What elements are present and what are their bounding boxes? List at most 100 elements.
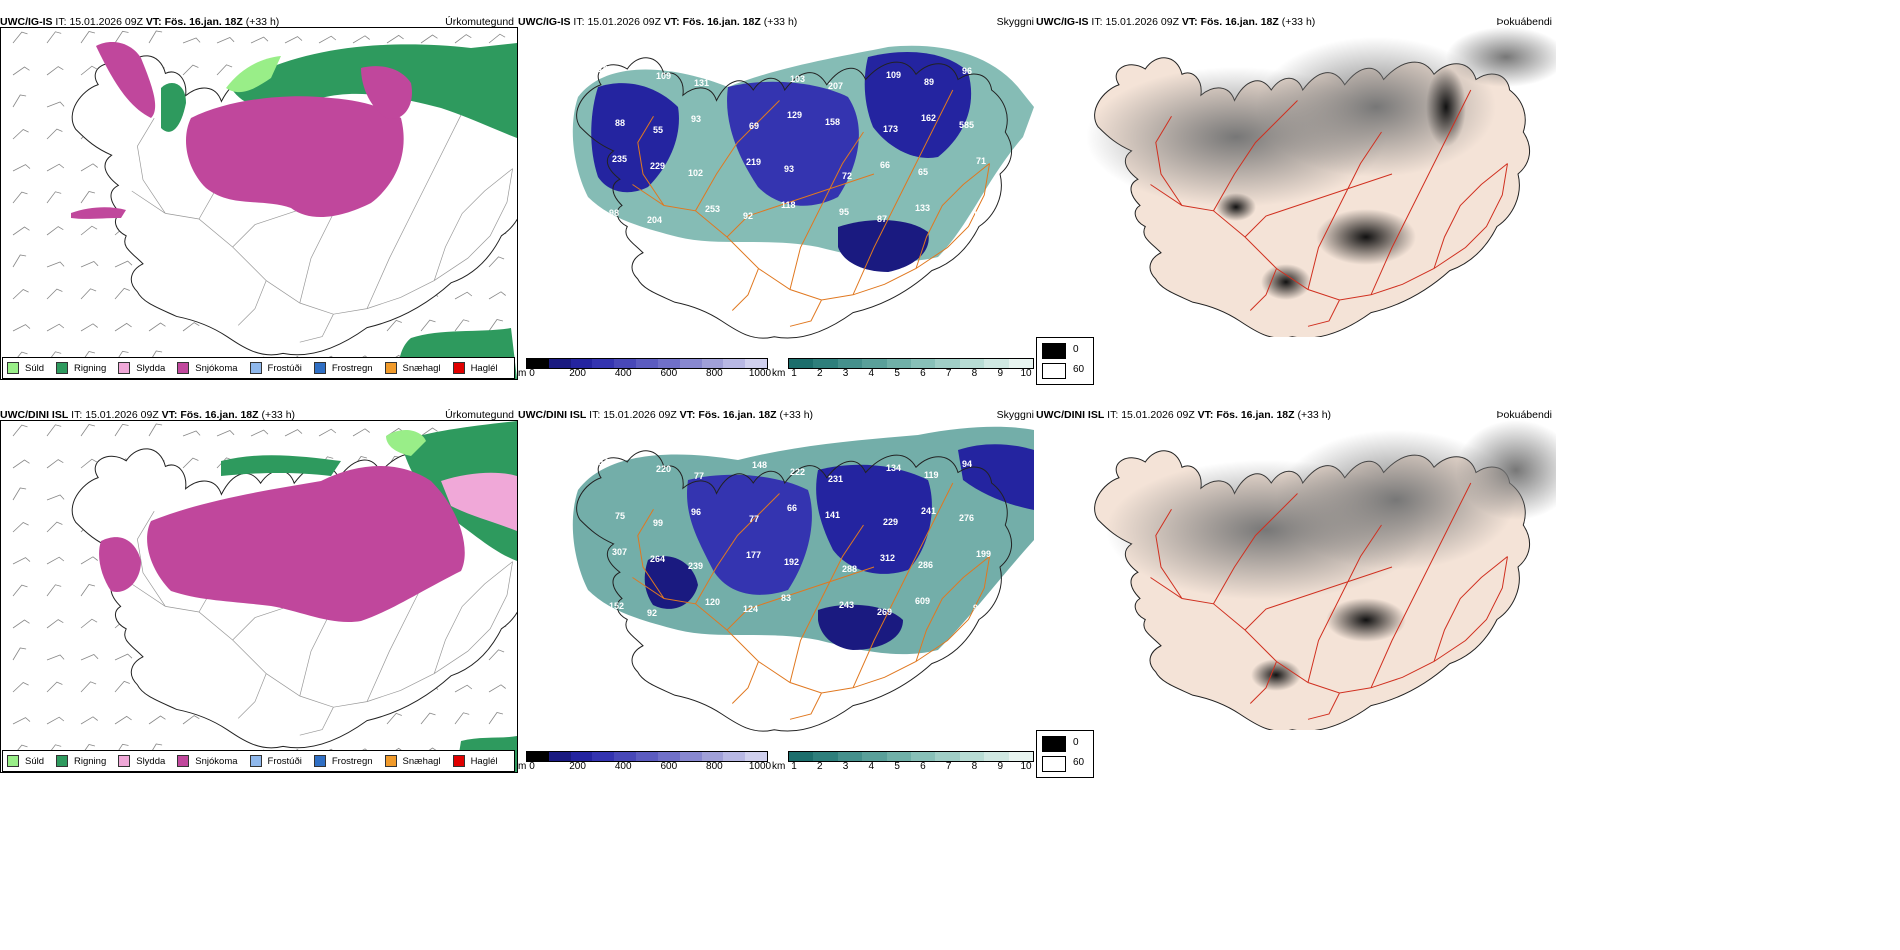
ceiling-value-labels: 97 220 77 148 222 231 134 119 94 75 99 96 77 66 141 229… <box>598 457 991 647</box>
colorbar-step <box>862 752 887 761</box>
legend-swatch <box>313 755 326 767</box>
colorbar-tick-label: 9 <box>997 761 1003 772</box>
it-value: 15.01.2026 09Z <box>1105 16 1179 28</box>
ceiling-value-label: 276 <box>959 513 974 523</box>
it-label: IT: <box>1091 16 1103 28</box>
colorbar-tick-label: 1 <box>791 761 797 772</box>
legend-swatch <box>384 755 397 767</box>
ceiling-value-label: 96 <box>691 507 701 517</box>
ceiling-value-label: 86 <box>752 67 762 77</box>
legend-swatch <box>177 362 190 374</box>
ceiling-value-label: 77 <box>749 514 759 524</box>
wind-barb <box>80 225 98 236</box>
road-network <box>1150 89 1508 327</box>
fog-legend: 0 60 <box>1036 730 1094 778</box>
ceiling-value-label: 55 <box>653 125 663 135</box>
iceland-outline <box>577 451 1012 731</box>
wind-barb <box>46 619 64 629</box>
wind-barb <box>216 430 235 437</box>
ceiling-value-label: 94 <box>962 459 972 469</box>
cloud-map-svg: 101 109 131 86 103 207 109 89 96 88 55 93 69 129 158 17… <box>572 45 1034 357</box>
lead-time: (+33 h) <box>1281 16 1316 28</box>
colorbar-step <box>813 752 838 761</box>
colorbar-step <box>911 359 936 368</box>
colorbar-step <box>570 359 593 368</box>
wind-barb <box>284 429 303 437</box>
legend-item-freezing-drizzle: Frostúði <box>249 755 302 767</box>
fog-map-svg <box>1036 420 1556 730</box>
wind-barb <box>386 319 402 332</box>
ceiling-value-label: 71 <box>976 156 986 166</box>
ceiling-colorbar: m 0 200 400 600 800 1000 <box>518 751 771 773</box>
legend-item-sleet: Slydda <box>118 362 165 374</box>
colorbar-tick-label: 200 <box>569 368 586 379</box>
wind-barb <box>12 289 29 300</box>
run-header: UWC/DINI ISL IT: 15.01.2026 09Z VT: Fös.… <box>518 408 813 422</box>
ceiling-unit: m <box>518 368 527 379</box>
ceiling-value-label: 99 <box>653 518 663 528</box>
ceiling-value-labels: 101 109 131 86 103 207 109 89 96 88 55 93 69 129 158 17… <box>598 64 988 261</box>
legend-swatch <box>118 362 131 374</box>
wind-barb <box>454 684 473 693</box>
it-value: 15.01.2026 09Z <box>69 16 143 28</box>
colorbar-tick-label: 0 <box>529 761 535 772</box>
wind-barb <box>454 291 473 300</box>
colorbar-step <box>984 752 1009 761</box>
wind-barb <box>148 715 166 725</box>
fog-map-svg <box>1086 27 1556 337</box>
colorbar-step <box>837 752 863 761</box>
wind-barb <box>182 430 201 437</box>
colorbar-step <box>886 359 912 368</box>
colorbar-tick-label: 400 <box>614 761 632 772</box>
wind-barb <box>12 557 31 565</box>
colorbar-step <box>636 752 658 761</box>
legend-item-snow: Snjókoma <box>177 755 238 767</box>
it-value: 15.01.2026 09Z <box>85 409 159 421</box>
wind-barb <box>46 521 63 533</box>
legend-item-rain: Rigning <box>56 362 106 374</box>
colorbar-tick-label: 7 <box>945 368 952 379</box>
rain-blob-1 <box>161 83 186 132</box>
vt-value: Fös. 16.jan. 18Z <box>682 16 761 28</box>
colorbar-step <box>1008 359 1034 368</box>
wind-barb <box>216 37 235 44</box>
snow-strip-west <box>71 207 126 219</box>
colorbar-tick-label: 8 <box>971 761 978 772</box>
fog-legend-swatch-dark <box>1042 343 1066 359</box>
precip-map-svg <box>12 421 517 772</box>
colorbar-step <box>959 752 985 761</box>
ceiling-value-label: 204 <box>647 215 662 225</box>
wind-barb <box>352 35 370 44</box>
panel-title: Skyggni <box>996 16 1034 28</box>
wind-barb <box>46 128 63 140</box>
ceiling-value-label: 141 <box>825 510 840 520</box>
wind-barb <box>46 323 65 332</box>
precip-panel-bottom: UWC/DINI ISL IT: 15.01.2026 09Z VT: Fös.… <box>0 408 518 773</box>
vt-label: VT: <box>679 409 696 421</box>
fog-shading <box>1106 420 1556 691</box>
run-header: UWC/DINI ISL IT: 15.01.2026 09Z VT: Fös.… <box>1036 408 1331 422</box>
fog-legend-label: 0 <box>1073 344 1079 355</box>
wind-barb <box>80 31 95 44</box>
colorbar-step <box>548 752 571 761</box>
wind-barb <box>80 654 99 661</box>
precip-map <box>0 27 518 380</box>
ceiling-value-label: 92 <box>743 211 753 221</box>
ceiling-value-label: 173 <box>883 124 898 134</box>
wind-barb <box>114 715 132 725</box>
wind-barb <box>114 30 129 44</box>
colorbar-step <box>1008 752 1034 761</box>
colorbar-step <box>527 359 549 368</box>
ceiling-value-label: 288 <box>842 564 857 574</box>
wind-barb <box>12 459 30 469</box>
colorbar-tick-label: 4 <box>868 368 875 379</box>
wind-barb <box>12 717 31 725</box>
it-label: IT: <box>1107 409 1119 421</box>
precip-map <box>0 420 518 773</box>
colorbar-tick-label: 4 <box>868 761 875 772</box>
ceiling-area-1 <box>591 83 679 193</box>
wind-barb <box>80 323 98 332</box>
wind-barb <box>12 254 27 268</box>
wind-barb <box>454 34 472 44</box>
road-network <box>1150 482 1508 720</box>
